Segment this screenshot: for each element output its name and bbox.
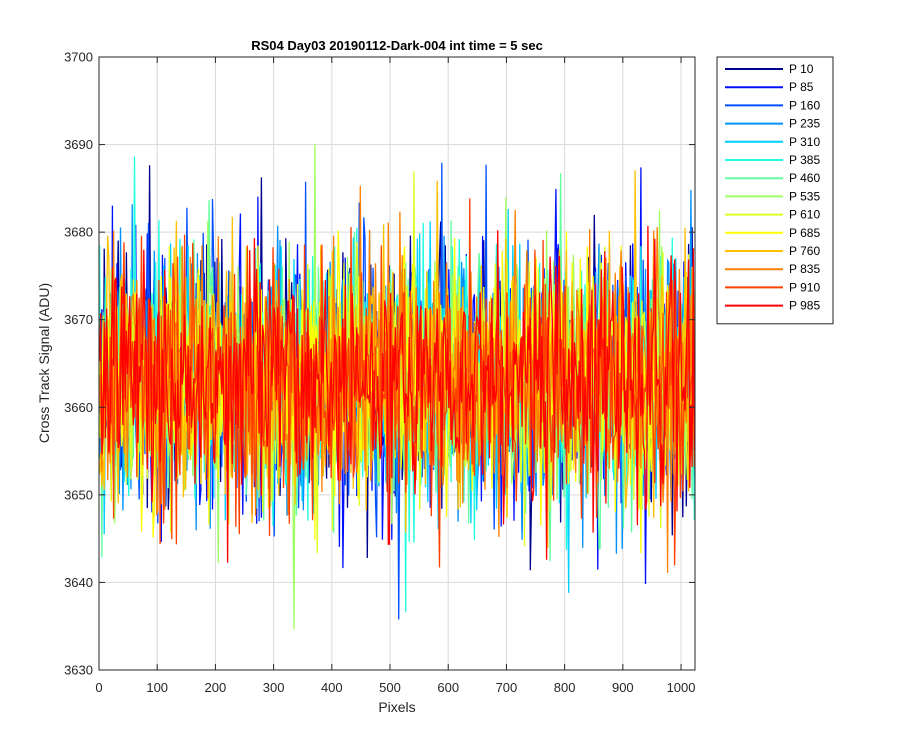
legend-label-p-235: P 235 <box>789 117 820 131</box>
series-lines <box>98 143 696 630</box>
chart-title: RS04 Day03 20190112-Dark-004 int time = … <box>251 38 543 53</box>
legend-label-p-10: P 10 <box>789 62 814 76</box>
legend-label-p-685: P 685 <box>789 226 820 240</box>
legend: P 10 P 85 P 160 P 235 P 310 P 385 P 460 P 535 P … <box>716 56 834 325</box>
legend-label-p-385: P 385 <box>789 153 820 167</box>
legend-label-p-535: P 535 <box>789 189 820 203</box>
legend-label-p-760: P 760 <box>789 244 820 258</box>
plot-frame <box>98 56 696 671</box>
y-tick-label-3: 3660 <box>64 400 93 415</box>
legend-label-p-460: P 460 <box>789 171 820 185</box>
y-tick-label-7: 3700 <box>64 50 93 65</box>
series-line-p-985 <box>98 225 696 563</box>
x-tick-label-2: 200 <box>205 680 227 695</box>
x-tick-label-0: 0 <box>95 680 102 695</box>
y-tick-label-0: 3630 <box>64 663 93 678</box>
y-tick-label-1: 3640 <box>64 575 93 590</box>
x-tick-label-9: 900 <box>612 680 634 695</box>
x-axis-label: Pixels <box>378 699 415 715</box>
x-tick-label-6: 600 <box>437 680 459 695</box>
x-tick-label-4: 400 <box>321 680 343 695</box>
legend-label-p-610: P 610 <box>789 208 820 222</box>
y-tick-label-6: 3690 <box>64 137 93 152</box>
legend-label-p-835: P 835 <box>789 262 820 276</box>
y-tick-label-5: 3680 <box>64 225 93 240</box>
legend-label-p-310: P 310 <box>789 135 820 149</box>
x-tick-label-7: 700 <box>496 680 518 695</box>
legend-box <box>716 56 834 325</box>
legend-label-p-85: P 85 <box>789 80 814 94</box>
legend-label-p-910: P 910 <box>789 280 820 294</box>
x-tick-label-1: 100 <box>146 680 168 695</box>
y-axis-label: Cross Track Signal (ADU) <box>36 283 52 443</box>
y-tick-label-4: 3670 <box>64 312 93 327</box>
x-tick-label-8: 800 <box>554 680 576 695</box>
x-tick-label-5: 500 <box>379 680 401 695</box>
x-tick-label-10: 1000 <box>667 680 696 695</box>
axis-ticks: 0 100 200 300 400 500 600 700 800 900 1000 3630 3640… <box>64 50 695 696</box>
x-tick-label-3: 300 <box>263 680 285 695</box>
legend-label-p-985: P 985 <box>789 299 820 313</box>
legend-label-p-160: P 160 <box>789 98 820 112</box>
y-tick-label-2: 3650 <box>64 487 93 502</box>
